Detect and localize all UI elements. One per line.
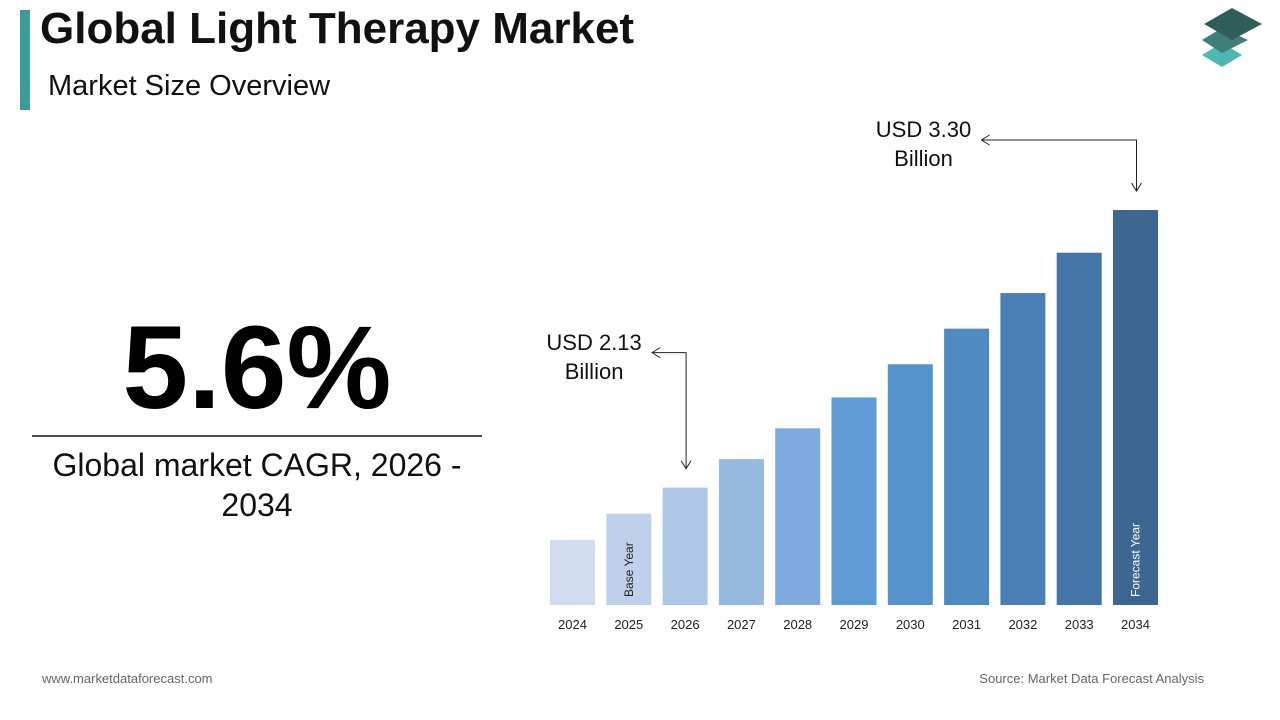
x-tick-label: 2025: [614, 617, 643, 632]
cagr-caption: Global market CAGR, 2026 - 2034: [52, 447, 462, 523]
arrow: [652, 352, 687, 468]
x-tick-label: 2029: [840, 617, 869, 632]
bar: [944, 328, 990, 605]
bar: [550, 539, 595, 605]
x-tick-label: 2028: [783, 617, 812, 632]
bar: [887, 364, 933, 605]
accent-bar: [20, 10, 30, 110]
arrow-head: [980, 134, 990, 146]
cagr-value: 5.6%: [122, 302, 392, 434]
arrow-head: [651, 347, 661, 359]
value-label: USD 3.30 Billion: [875, 117, 972, 171]
x-tick-label: 2034: [1121, 617, 1150, 632]
x-tick-label: 2026: [671, 617, 700, 632]
bar: [1113, 210, 1158, 605]
title: Global Light Therapy Market: [40, 4, 635, 53]
x-tick-label: 2030: [896, 617, 925, 632]
x-tick-label: 2031: [952, 617, 981, 632]
bar: [775, 428, 821, 605]
bar: [662, 487, 708, 605]
bar-label: Base Year: [622, 542, 636, 597]
arrow-head: [680, 460, 692, 470]
subtitle: Market Size Overview: [48, 70, 331, 102]
x-tick-label: 2027: [727, 617, 756, 632]
bar-label: Forecast Year: [1129, 523, 1143, 597]
bar: [718, 459, 764, 605]
x-tick-label: 2032: [1008, 617, 1037, 632]
bar: [1000, 293, 1046, 605]
x-tick-label: 2033: [1065, 617, 1094, 632]
arrow-head: [1131, 182, 1142, 192]
x-tick-label: 2024: [558, 617, 587, 632]
bar: [831, 397, 877, 605]
value-label: USD 2.13 Billion: [546, 329, 642, 384]
logo: [1202, 8, 1262, 67]
bar: [1056, 252, 1102, 605]
source: Source: Market Data Forecast Analysis: [979, 671, 1204, 686]
bar: [606, 513, 652, 605]
website: www.marketdataforecast.com: [42, 671, 213, 686]
arrow: [981, 139, 1137, 190]
